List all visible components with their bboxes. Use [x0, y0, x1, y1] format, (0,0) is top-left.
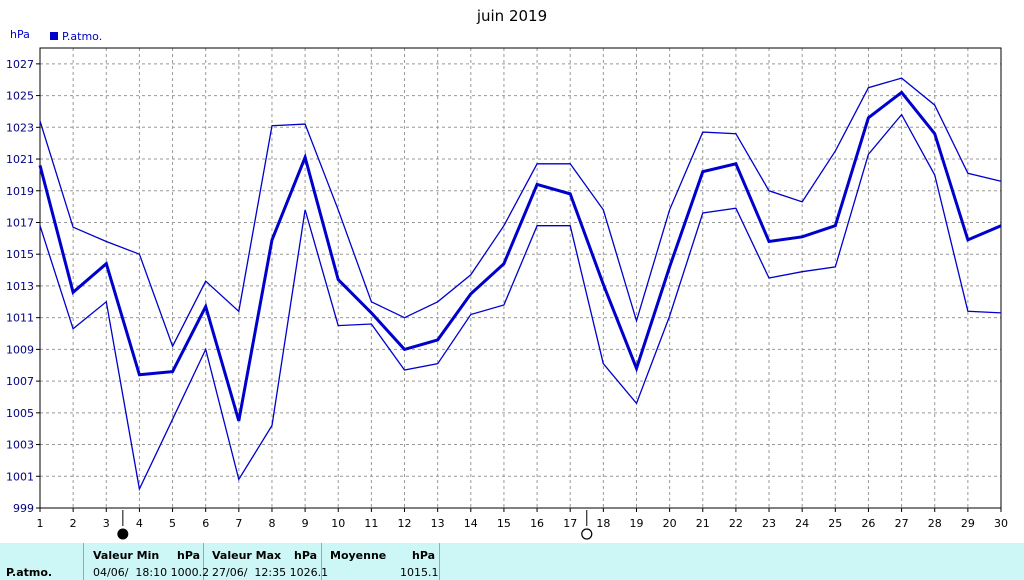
y-tick-label: 1027 — [6, 58, 34, 71]
x-tick-label: 8 — [268, 517, 275, 530]
x-tick-label: 16 — [530, 517, 544, 530]
max-header: Valeur Max — [212, 549, 282, 562]
x-tick-label: 10 — [331, 517, 345, 530]
x-tick-label: 3 — [103, 517, 110, 530]
series-line-max — [39, 77, 1002, 348]
max-value: 27/06/ 12:35 1026.1 — [212, 566, 329, 579]
min-header: Valeur Min — [93, 549, 160, 562]
y-tick-label: 1015 — [6, 248, 34, 261]
x-tick-label: 25 — [828, 517, 842, 530]
min-unit: hPa — [177, 549, 201, 562]
stats-row-label: P.atmo. — [6, 566, 53, 579]
stats-row-label-cell: P.atmo. — [0, 543, 84, 580]
x-tick-label: 28 — [928, 517, 942, 530]
legend-swatch — [50, 32, 58, 40]
y-axis-unit-label: hPa — [10, 28, 30, 41]
x-tick-label: 22 — [729, 517, 743, 530]
x-tick-label: 24 — [795, 517, 809, 530]
x-tick-label: 26 — [861, 517, 875, 530]
x-tick-label: 15 — [497, 517, 511, 530]
x-tick-label: 23 — [762, 517, 776, 530]
full-moon-icon — [581, 528, 593, 540]
average-unit: hPa — [412, 549, 436, 562]
x-tick-label: 13 — [431, 517, 445, 530]
x-tick-label: 4 — [136, 517, 143, 530]
y-tick-label: 1021 — [6, 153, 34, 166]
y-tick-label: 1005 — [6, 407, 34, 420]
x-tick-label: 5 — [169, 517, 176, 530]
y-tick-label: 1025 — [6, 90, 34, 103]
x-tick-label: 11 — [364, 517, 378, 530]
legend-label: P.atmo. — [62, 30, 102, 43]
x-tick-label: 29 — [961, 517, 975, 530]
min-cell: Valeur Min hPa 04/06/ 18:10 1000.2 — [84, 543, 209, 580]
chart-title: juin 2019 — [476, 7, 547, 25]
y-axis: 999 1001 1003 1005 1007 1009 1011 1013 1015 1017 1… — [6, 58, 40, 515]
y-tick-label: 1009 — [6, 343, 34, 356]
x-tick-label: 27 — [895, 517, 909, 530]
series-line-mean — [38, 90, 1002, 422]
x-tick-label: 14 — [464, 517, 478, 530]
x-tick-label: 17 — [563, 517, 577, 530]
average-value: 1015.1 — [400, 566, 439, 579]
x-tick-label: 30 — [994, 517, 1008, 530]
x-axis: 1 2 3 4 5 6 7 8 9 10 11 12 13 14 15 16 17 18 19 20 21 22 23 24 2… — [37, 508, 1008, 530]
plot-frame — [39, 47, 1002, 509]
min-value: 04/06/ 18:10 1000.2 — [93, 566, 210, 579]
pressure-chart: juin 2019 hPa P.atmo. 999 1001 1003 1005 100… — [6, 7, 1008, 540]
x-tick-label: 1 — [37, 517, 44, 530]
y-tick-label: 1017 — [6, 216, 34, 229]
statistics-bar: P.atmo. Valeur Min hPa 04/06/ 18:10 1000… — [0, 543, 1024, 580]
average-header: Moyenne — [330, 549, 387, 562]
x-tick-label: 20 — [663, 517, 677, 530]
new-moon-icon — [117, 528, 129, 540]
x-tick-label: 12 — [398, 517, 412, 530]
chart-grid — [40, 48, 1001, 508]
series-line-min — [39, 113, 1002, 492]
x-tick-label: 6 — [202, 517, 209, 530]
x-tick-label: 7 — [235, 517, 242, 530]
x-tick-label: 2 — [70, 517, 77, 530]
y-tick-label: 1003 — [6, 439, 34, 452]
x-tick-label: 21 — [696, 517, 710, 530]
average-cell: Moyenne hPa 1015.1 — [322, 543, 440, 580]
y-tick-label: 1013 — [6, 280, 34, 293]
y-tick-label: 1007 — [6, 375, 34, 388]
series-lines — [38, 77, 1002, 492]
y-tick-label: 1023 — [6, 121, 34, 134]
y-tick-label: 1001 — [6, 470, 34, 483]
moon-phase-markers — [117, 510, 593, 540]
x-tick-label: 9 — [302, 517, 309, 530]
x-tick-label: 19 — [629, 517, 643, 530]
y-tick-label: 999 — [13, 502, 34, 515]
max-cell: Valeur Max hPa 27/06/ 12:35 1026.1 — [204, 543, 328, 580]
y-tick-label: 1019 — [6, 185, 34, 198]
max-unit: hPa — [294, 549, 318, 562]
y-tick-label: 1011 — [6, 312, 34, 325]
x-tick-label: 18 — [596, 517, 610, 530]
